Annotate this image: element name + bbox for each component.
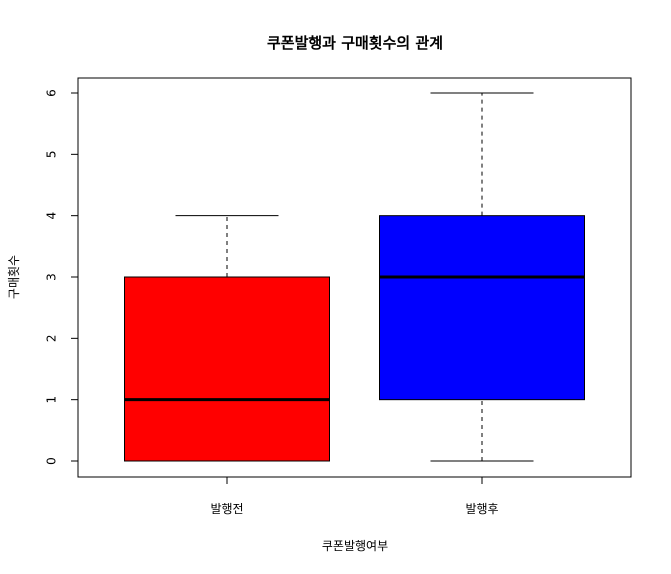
x-tick-label: 발행후 bbox=[465, 501, 498, 516]
box bbox=[379, 215, 585, 401]
y-tick-label: 1 bbox=[45, 396, 59, 404]
box bbox=[124, 276, 330, 462]
y-tick-label: 0 bbox=[45, 457, 59, 465]
y-tick-label: 3 bbox=[45, 273, 59, 281]
y-tick-label: 5 bbox=[45, 151, 59, 159]
plot-layer: 0 1 2 3 4 5 6 발행전 발행후 bbox=[45, 89, 585, 516]
chart-title: 쿠폰발행과 구매횟수의 관계 bbox=[267, 34, 443, 52]
x-tick-label: 발행전 bbox=[210, 501, 243, 516]
y-tick-label: 4 bbox=[45, 212, 59, 220]
y-tick-label: 2 bbox=[45, 335, 59, 343]
x-axis-label: 쿠폰발행여부 bbox=[322, 538, 388, 553]
y-tick-label: 6 bbox=[45, 89, 59, 97]
y-axis-label: 구매횟수 bbox=[7, 255, 21, 299]
